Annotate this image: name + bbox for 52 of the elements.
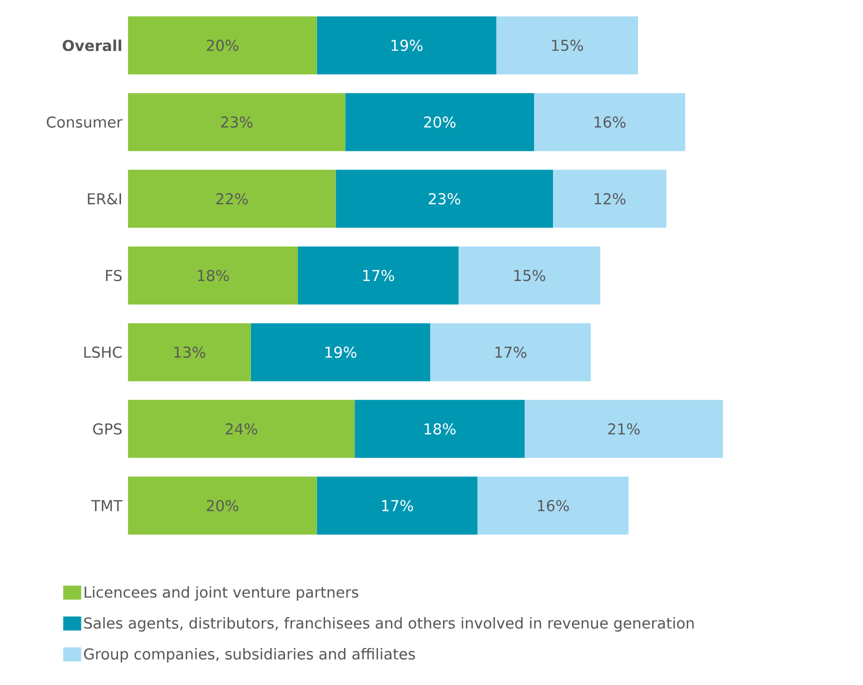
legend-label: Sales agents, distributors, franchisees and others involved in revenue generation	[84, 617, 694, 632]
y-tick-label: TMT	[91, 500, 123, 512]
bar	[128, 170, 336, 228]
data-label: 17%	[363, 270, 394, 282]
data-label: 19%	[392, 40, 422, 52]
bar	[534, 93, 686, 152]
y-tick-label: LSHC	[84, 346, 122, 358]
bar	[458, 246, 600, 304]
y-tick-label: FS	[106, 270, 122, 282]
data-label: 23%	[221, 116, 252, 128]
bar	[128, 476, 317, 535]
data-label: 16%	[538, 500, 569, 512]
data-label: 20%	[424, 116, 456, 128]
bar	[316, 476, 478, 535]
bar	[345, 93, 534, 152]
bar	[128, 16, 317, 74]
data-label: 18%	[424, 423, 456, 435]
data-label: 19%	[325, 346, 356, 358]
bar	[128, 246, 298, 304]
data-label: 17%	[382, 500, 414, 512]
data-label: 24%	[226, 423, 258, 435]
bar	[128, 93, 346, 152]
bar	[298, 246, 459, 304]
legend-label: Group companies, subsidiaries and affiliates	[84, 648, 415, 662]
bar	[354, 400, 525, 458]
data-label: 16%	[594, 116, 626, 128]
bar	[128, 323, 251, 382]
data-label: 22%	[216, 193, 248, 204]
data-label: 20%	[206, 40, 238, 52]
data-label: 17%	[495, 346, 526, 358]
bar	[524, 400, 723, 458]
data-label: 21%	[608, 423, 640, 435]
bar	[128, 400, 355, 458]
data-label: 12%	[594, 193, 626, 204]
data-label: 18%	[198, 270, 229, 282]
bar	[477, 476, 629, 535]
bar	[553, 170, 666, 228]
bar	[430, 323, 591, 382]
y-tick-label: ER&I	[88, 193, 122, 204]
y-tick-label: Overall	[62, 40, 122, 52]
bar	[250, 323, 430, 382]
data-label: 20%	[206, 500, 238, 512]
data-label: 13%	[174, 346, 206, 358]
bar	[496, 16, 638, 74]
bar	[316, 16, 496, 74]
data-label: 23%	[428, 193, 460, 204]
y-tick-label: Consumer	[46, 116, 122, 128]
data-label: 15%	[514, 270, 546, 282]
data-label: 15%	[552, 40, 584, 52]
y-tick-label: GPS	[93, 423, 122, 435]
bar	[336, 170, 553, 228]
legend-label: Licencees and joint venture partners	[84, 586, 358, 601]
